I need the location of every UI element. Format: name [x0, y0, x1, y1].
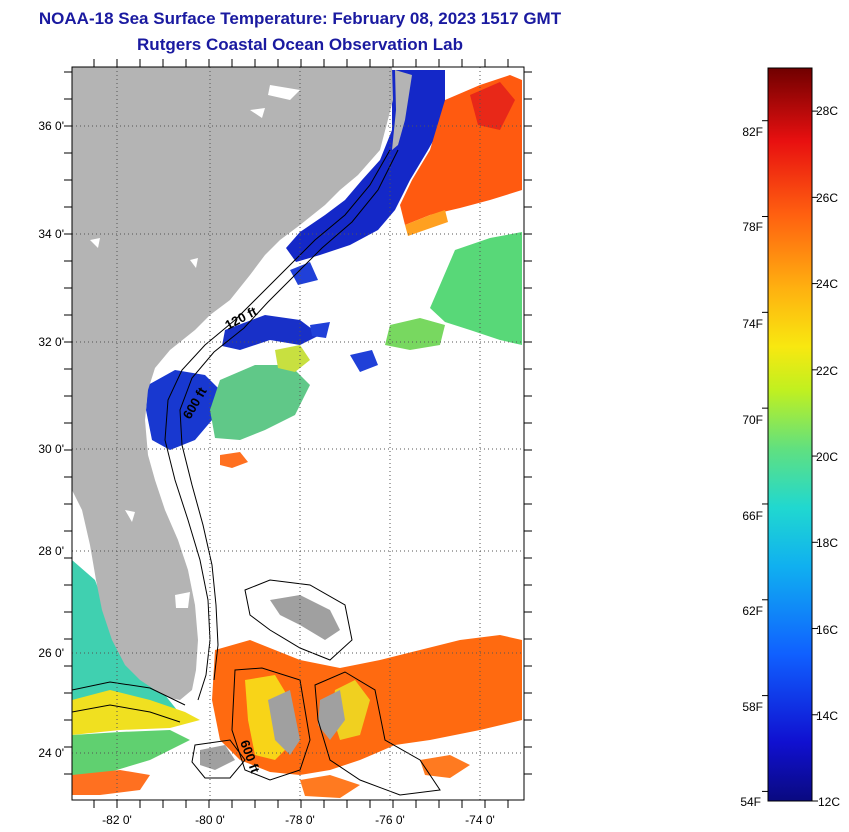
- fahrenheit-label: 62F: [742, 604, 763, 618]
- axis-ticks: [64, 59, 532, 808]
- lat-label: 30 0': [38, 442, 64, 456]
- lat-label: 24 0': [38, 746, 64, 760]
- map-subtitle: Rutgers Coastal Ocean Observation Lab: [137, 35, 463, 54]
- celsius-label: 18C: [816, 536, 838, 550]
- fahrenheit-label: 70F: [742, 413, 763, 427]
- outer-banks: [392, 70, 412, 150]
- offshore-green: [430, 232, 522, 345]
- lon-label: -74 0': [465, 813, 495, 827]
- celsius-label: 28C: [816, 104, 838, 118]
- celsius-label: 16C: [816, 623, 838, 637]
- lat-label: 28 0': [38, 544, 64, 558]
- offshore-yellow: [275, 345, 310, 372]
- graticule: [72, 67, 524, 800]
- celsius-labels: 28C 26C 24C 22C 20C 18C 16C 14C 12C: [816, 104, 840, 809]
- lon-label: -82 0': [102, 813, 132, 827]
- fahrenheit-labels: 82F 78F 74F 70F 66F 62F 58F 54F: [740, 125, 763, 809]
- longitude-labels: -82 0' -80 0' -78 0' -76 0' -74 0': [102, 813, 495, 827]
- lon-label: -80 0': [195, 813, 225, 827]
- celsius-label: 26C: [816, 191, 838, 205]
- offshore-orange-spot: [220, 452, 248, 468]
- land-mainland: [72, 67, 393, 700]
- map-title: NOAA-18 Sea Surface Temperature: Februar…: [38, 9, 562, 28]
- lon-label: -78 0': [285, 813, 315, 827]
- lat-label: 36 0': [38, 119, 64, 133]
- celsius-label: 20C: [816, 450, 838, 464]
- bathymetry-contours: [72, 149, 441, 796]
- colorbar-ticks: [762, 110, 818, 802]
- gulf-stream-edge: [405, 210, 448, 236]
- lon-label: -76 0': [375, 813, 405, 827]
- gulf-stream-core: [470, 82, 515, 130]
- fahrenheit-label: 58F: [742, 700, 763, 714]
- celsius-label: 22C: [816, 364, 838, 378]
- fahrenheit-label: 78F: [742, 220, 763, 234]
- lat-label: 26 0': [38, 646, 64, 660]
- gulf-yellow-band: [72, 690, 200, 735]
- south-warm-blobs: [300, 755, 470, 798]
- celsius-label: 24C: [816, 277, 838, 291]
- latitude-labels: 36 0' 34 0' 32 0' 30 0' 28 0' 26 0' 24 0…: [38, 119, 64, 760]
- offshore-green-3: [210, 365, 310, 440]
- fahrenheit-label: 82F: [742, 125, 763, 139]
- celsius-label: 12C: [818, 795, 840, 809]
- lat-label: 34 0': [38, 227, 64, 241]
- south-orange: [72, 770, 150, 795]
- gulf-south: [72, 730, 190, 775]
- bahamas-islands: [200, 595, 345, 770]
- cold-water-mid: [222, 315, 320, 350]
- lat-label: 32 0': [38, 335, 64, 349]
- bahamas-yellow-2: [332, 680, 370, 740]
- cold-water-florida: [146, 370, 222, 450]
- map-frame: [71, 66, 525, 801]
- fahrenheit-label: 66F: [742, 509, 763, 523]
- fahrenheit-label: 74F: [742, 317, 763, 331]
- colorbar-scale: [767, 67, 813, 802]
- celsius-label: 14C: [816, 709, 838, 723]
- fahrenheit-label: 54F: [740, 795, 761, 809]
- cold-blobs: [290, 262, 378, 372]
